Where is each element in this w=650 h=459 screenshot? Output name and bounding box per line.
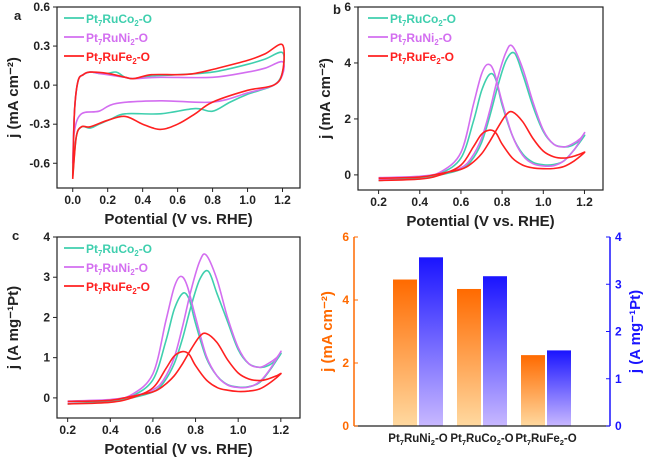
bar-area-activity	[457, 288, 481, 426]
panel-c: 0.2 0.4 0.6 0.8 1.0 1.2 0 1 2 3 4 Potential (V vs. …	[5, 228, 301, 458]
panel-letter: c	[12, 228, 19, 243]
series-line-Pt7RuFe2-O	[67, 332, 282, 405]
y2-axis-label: j (A mg⁻¹Pt)	[627, 290, 644, 374]
series-line-Pt7RuFe2-O	[378, 110, 586, 182]
y-tick-label: 3	[43, 270, 50, 284]
y2-tick-label: 3	[615, 277, 622, 291]
y-tick-label: 0.6	[33, 0, 50, 14]
x-tick-label: 1.0	[230, 423, 247, 437]
x-tick-label: 1.0	[535, 195, 552, 209]
x-tick-label: 1.0	[239, 193, 256, 207]
y-tick-label: 2	[43, 310, 50, 324]
x-axis-label: Potential (V vs. RHE)	[104, 441, 252, 458]
plot-frame	[56, 6, 301, 189]
x-tick-label: Pt7RuNi2-O	[388, 433, 447, 447]
x-axis-label: Potential (V vs. RHE)	[104, 211, 252, 228]
legend-label: Pt7RuFe2-O	[86, 280, 150, 296]
x-tick-label: 0.2	[59, 423, 76, 437]
plot-frame	[357, 6, 604, 191]
y-tick-label: 0.0	[33, 78, 50, 92]
x-tick-label: 0.6	[145, 423, 162, 437]
y-tick-label: 2	[344, 112, 351, 126]
x-tick-label: Pt7RuFe2-O	[515, 433, 576, 447]
x-tick-label: 0.6	[453, 195, 470, 209]
series-line-Pt7RuCo2-O	[67, 269, 282, 405]
y2-tick-label: 4	[615, 230, 622, 244]
bar-mass-activity	[483, 276, 507, 426]
x-axis-label: Potential (V vs. RHE)	[406, 213, 554, 230]
series-line-Pt7RuNi2-O	[378, 44, 586, 180]
y-tick-label: 0	[344, 168, 351, 182]
legend-label: Pt7RuCo2-O	[86, 12, 152, 28]
legend-label: Pt7RuNi2-O	[86, 31, 148, 47]
series-line-Pt7RuFe2-O	[71, 43, 285, 179]
legend-label: Pt7RuCo2-O	[390, 12, 456, 28]
y-tick-label: 4	[344, 56, 351, 70]
x-tick-label: 1.2	[274, 193, 291, 207]
bar-mass-activity	[547, 350, 571, 426]
x-tick-label: 0.6	[169, 193, 186, 207]
y-tick-label: 4	[43, 230, 50, 244]
panel-b: 0.2 0.4 0.6 0.8 1.0 1.2 0 2 4 6 Potential (V vs. R…	[317, 0, 604, 230]
plot-frame	[56, 236, 301, 419]
legend-label: Pt7RuNi2-O	[390, 31, 452, 47]
y-tick-label: 0	[43, 391, 50, 405]
panel-letter: a	[14, 8, 22, 23]
y-tick-label: 0.3	[33, 39, 50, 53]
panel-a: 0.0 0.2 0.4 0.6 0.8 1.0 1.2 -0.6 -0.3 0.0 0.3 0.6 Po…	[5, 0, 301, 228]
x-tick-label: 0.4	[134, 193, 151, 207]
y-tick-label: -0.6	[29, 156, 50, 170]
bar-area-activity	[521, 355, 545, 426]
x-tick-label: 1.2	[576, 195, 593, 209]
x-tick-label: 0.8	[204, 193, 221, 207]
x-tick-label: 1.2	[272, 423, 289, 437]
y-tick-label: -0.3	[29, 117, 50, 131]
y-axis-label: j (mA cm⁻²)	[317, 58, 334, 140]
y-tick-label: 4	[342, 293, 349, 307]
bar-area-activity	[393, 279, 417, 426]
legend-label: Pt7RuFe2-O	[390, 50, 454, 66]
y-tick-label: 6	[342, 230, 349, 244]
y-axis-label: j (mA cm⁻²)	[5, 57, 22, 139]
series-line-Pt7RuNi2-O	[71, 60, 285, 164]
y-tick-label: 1	[43, 351, 50, 365]
x-tick-label: 0.4	[411, 195, 428, 209]
x-tick-label: 0.2	[370, 195, 387, 209]
legend-label: Pt7RuCo2-O	[86, 242, 152, 258]
y2-tick-label: 2	[615, 325, 622, 339]
series-line-Pt7RuCo2-O	[378, 51, 586, 182]
bar-mass-activity	[419, 257, 443, 426]
y2-tick-label: 1	[615, 372, 622, 386]
series-line-Pt7RuNi2-O	[67, 253, 282, 403]
panel-d: Pt7RuNi2-O Pt7RuCo2-O Pt7RuFe2-O024601234j…	[319, 230, 644, 447]
y2-tick-label: 0	[615, 419, 622, 433]
y-tick-label: 0	[342, 419, 349, 433]
y-axis-label: j (A mg⁻¹Pt)	[5, 286, 22, 370]
x-tick-label: 0.0	[64, 193, 81, 207]
y-tick-label: 6	[344, 0, 351, 14]
x-tick-label: 0.2	[99, 193, 116, 207]
x-tick-label: 0.8	[494, 195, 511, 209]
legend-label: Pt7RuNi2-O	[86, 261, 148, 277]
legend-label: Pt7RuFe2-O	[86, 50, 150, 66]
x-tick-label: 0.4	[102, 423, 119, 437]
x-tick-label: 0.8	[187, 423, 204, 437]
x-tick-label: Pt7RuCo2-O	[450, 433, 513, 447]
y-axis-label: j (mA cm⁻²)	[319, 291, 336, 373]
y-tick-label: 2	[342, 356, 349, 370]
panel-letter: b	[333, 2, 341, 17]
